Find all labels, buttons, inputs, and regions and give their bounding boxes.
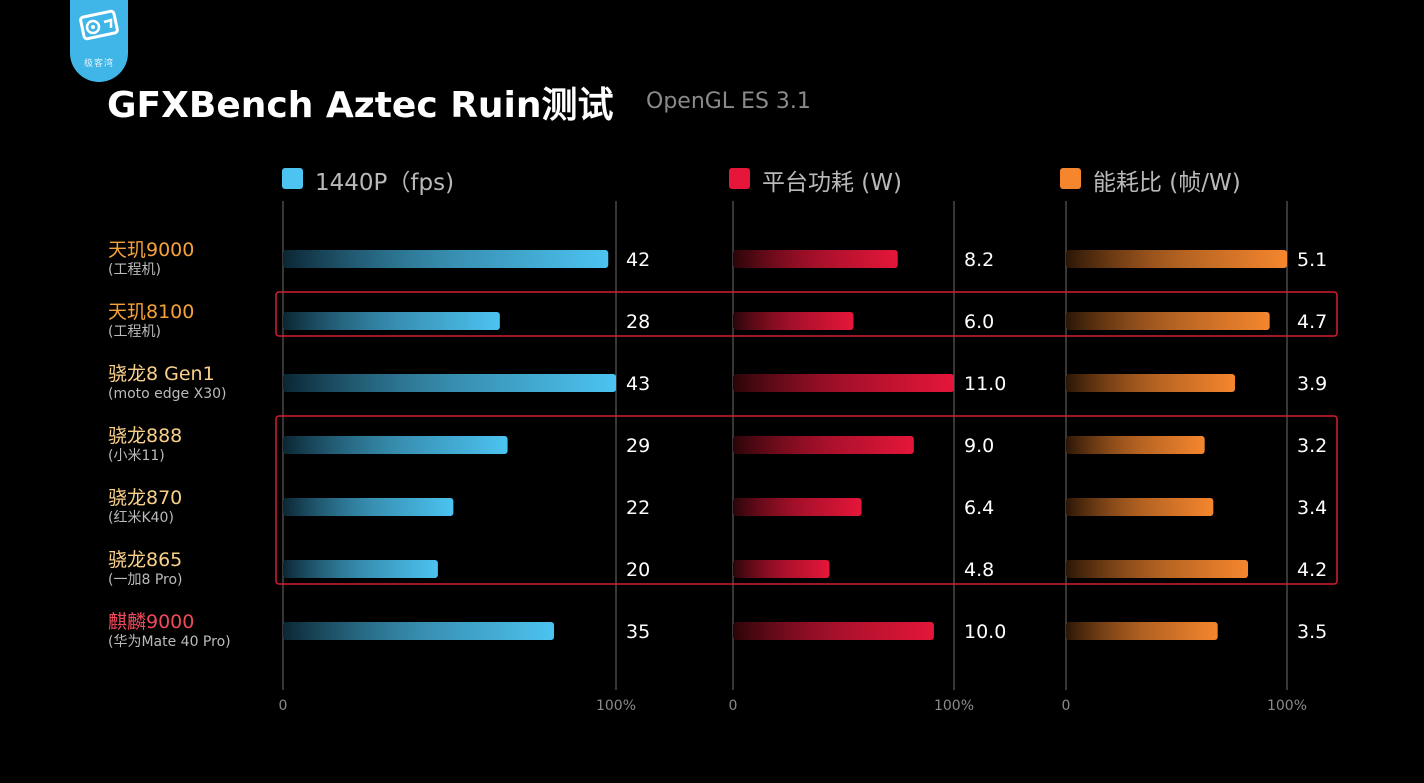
- legend-power-swatch: [729, 168, 750, 189]
- power-bar: [733, 622, 934, 640]
- power-value-label: 10.0: [964, 621, 1006, 643]
- row-name: 麒麟9000: [108, 611, 195, 633]
- fps-value-label: 43: [626, 373, 650, 395]
- gear-screen-logo-icon: [79, 9, 119, 41]
- efficiency-value-label: 4.2: [1297, 559, 1327, 581]
- legend-efficiency-swatch: [1060, 168, 1081, 189]
- efficiency-value-label: 3.9: [1297, 373, 1327, 395]
- row-sub: (红米K40): [108, 510, 174, 526]
- row-name: 天玑9000: [108, 239, 195, 261]
- fps-tick-label: 0: [279, 698, 288, 714]
- row-name: 天玑8100: [108, 301, 195, 323]
- power-value-label: 4.8: [964, 559, 994, 581]
- power-value-label: 8.2: [964, 249, 994, 271]
- power-tick-label: 100%: [934, 698, 974, 714]
- fps-value-label: 42: [626, 249, 650, 271]
- power-bar: [733, 250, 898, 268]
- row-sub: (华为Mate 40 Pro): [108, 634, 231, 650]
- legend-fps-swatch: [282, 168, 303, 189]
- power-bar: [733, 560, 830, 578]
- efficiency-bar: [1066, 250, 1287, 268]
- fps-value-label: 20: [626, 559, 650, 581]
- row-name: 骁龙865: [108, 549, 183, 571]
- fps-bar: [283, 436, 508, 454]
- row-label: 骁龙8 Gen1 (moto edge X30): [108, 363, 227, 403]
- fps-value-label: 35: [626, 621, 650, 643]
- legend-fps-label: 1440P（fps): [315, 170, 455, 196]
- efficiency-bar: [1066, 498, 1214, 516]
- row-sub: (小米11): [108, 448, 165, 464]
- legend-power-label: 平台功耗 (W): [762, 170, 902, 196]
- row-label: 天玑8100 (工程机): [108, 301, 194, 341]
- power-bar: [733, 374, 954, 392]
- fps-bar: [283, 312, 500, 330]
- logo-badge: 极客湾: [70, 0, 128, 82]
- power-value-label: 11.0: [964, 373, 1006, 395]
- row-name: 骁龙870: [108, 487, 183, 509]
- power-bar: [733, 498, 862, 516]
- efficiency-tick-label: 0: [1062, 698, 1071, 714]
- efficiency-bar: [1066, 560, 1248, 578]
- efficiency-value-label: 3.2: [1297, 435, 1327, 457]
- efficiency-value-label: 3.4: [1297, 497, 1327, 519]
- row-label: 骁龙865 (一加8 Pro): [108, 549, 183, 589]
- fps-bar: [283, 374, 616, 392]
- highlight-box: [275, 291, 1338, 337]
- fps-tick-label: 100%: [596, 698, 636, 714]
- power-tick-label: 0: [729, 698, 738, 714]
- logo-text: 极客湾: [83, 59, 114, 69]
- page-title: GFXBench Aztec Ruin测试: [107, 85, 614, 126]
- row-sub: (工程机): [108, 262, 161, 278]
- efficiency-value-label: 5.1: [1297, 249, 1327, 271]
- row-label: 麒麟9000 (华为Mate 40 Pro): [108, 611, 231, 651]
- power-bar: [733, 312, 854, 330]
- row-sub: (moto edge X30): [108, 386, 227, 402]
- fps-bar: [283, 250, 609, 268]
- row-sub: (工程机): [108, 324, 161, 340]
- efficiency-bar: [1066, 436, 1205, 454]
- efficiency-value-label: 4.7: [1297, 311, 1327, 333]
- power-value-label: 6.4: [964, 497, 994, 519]
- efficiency-bar: [1066, 622, 1218, 640]
- efficiency-bar: [1066, 312, 1270, 330]
- fps-bar: [283, 622, 555, 640]
- fps-bar: [283, 498, 454, 516]
- legend-efficiency-label: 能耗比 (帧/W): [1093, 170, 1241, 196]
- power-value-label: 9.0: [964, 435, 994, 457]
- row-name: 骁龙8 Gen1: [108, 363, 215, 385]
- row-label: 天玑9000 (工程机): [108, 239, 194, 279]
- highlight-box: [275, 415, 1338, 585]
- efficiency-tick-label: 100%: [1267, 698, 1307, 714]
- row-name: 骁龙888: [108, 425, 183, 447]
- row-label: 骁龙870 (红米K40): [108, 487, 182, 527]
- row-sub: (一加8 Pro): [108, 572, 183, 588]
- efficiency-value-label: 3.5: [1297, 621, 1327, 643]
- row-label: 骁龙888 (小米11): [108, 425, 182, 465]
- fps-bar: [283, 560, 438, 578]
- fps-value-label: 28: [626, 311, 650, 333]
- fps-value-label: 29: [626, 435, 650, 457]
- efficiency-bar: [1066, 374, 1235, 392]
- power-bar: [733, 436, 914, 454]
- page-subtitle: OpenGL ES 3.1: [646, 89, 811, 114]
- power-value-label: 6.0: [964, 311, 994, 333]
- fps-value-label: 22: [626, 497, 650, 519]
